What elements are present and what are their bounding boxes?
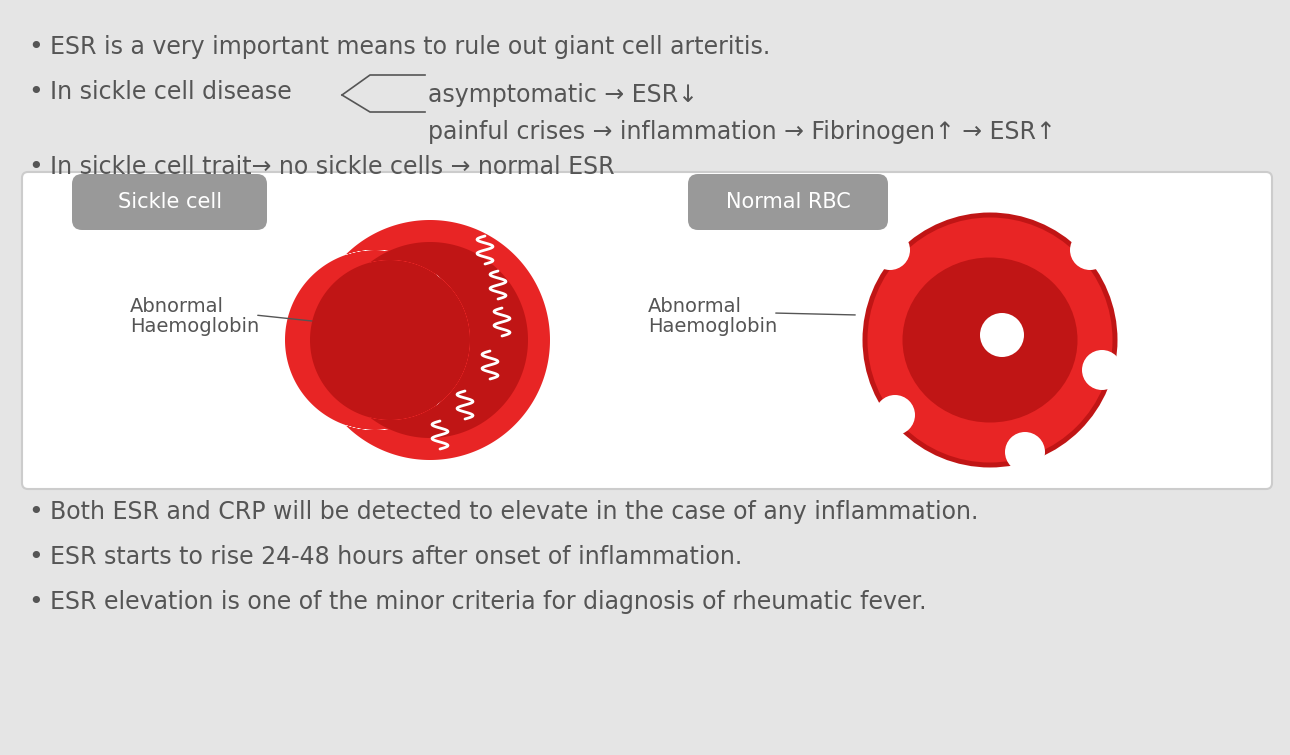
Circle shape bbox=[980, 313, 1024, 357]
Ellipse shape bbox=[863, 212, 1117, 467]
Text: •: • bbox=[28, 500, 43, 524]
Text: Abnormal: Abnormal bbox=[648, 297, 742, 316]
Text: In sickle cell trait→ no sickle cells → normal ESR: In sickle cell trait→ no sickle cells → … bbox=[50, 155, 614, 179]
Text: •: • bbox=[28, 545, 43, 569]
Text: ESR is a very important means to rule out giant cell arteritis.: ESR is a very important means to rule ou… bbox=[50, 35, 770, 59]
Text: Haemoglobin: Haemoglobin bbox=[648, 317, 778, 336]
Circle shape bbox=[1005, 432, 1045, 472]
FancyBboxPatch shape bbox=[72, 174, 267, 230]
Text: Abnormal: Abnormal bbox=[130, 297, 224, 316]
Text: •: • bbox=[28, 80, 43, 104]
Text: asymptomatic → ESR↓: asymptomatic → ESR↓ bbox=[428, 83, 698, 107]
Text: •: • bbox=[28, 590, 43, 614]
Circle shape bbox=[875, 395, 915, 435]
Ellipse shape bbox=[867, 217, 1112, 463]
Polygon shape bbox=[310, 242, 528, 438]
Text: Normal RBC: Normal RBC bbox=[725, 192, 850, 212]
Text: In sickle cell disease: In sickle cell disease bbox=[50, 80, 292, 104]
Text: Haemoglobin: Haemoglobin bbox=[130, 317, 259, 336]
Text: Both ESR and CRP will be detected to elevate in the case of any inflammation.: Both ESR and CRP will be detected to ele… bbox=[50, 500, 978, 524]
Text: ESR starts to rise 24-48 hours after onset of inflammation.: ESR starts to rise 24-48 hours after ons… bbox=[50, 545, 742, 569]
Circle shape bbox=[869, 230, 909, 270]
FancyBboxPatch shape bbox=[22, 172, 1272, 489]
Circle shape bbox=[1069, 230, 1109, 270]
Text: Sickle cell: Sickle cell bbox=[117, 192, 222, 212]
Circle shape bbox=[1082, 350, 1122, 390]
Ellipse shape bbox=[903, 257, 1077, 423]
Text: painful crises → inflammation → Fibrinogen↑ → ESR↑: painful crises → inflammation → Fibrinog… bbox=[428, 120, 1055, 144]
Text: •: • bbox=[28, 35, 43, 59]
FancyBboxPatch shape bbox=[688, 174, 888, 230]
Polygon shape bbox=[285, 220, 550, 460]
Text: ESR elevation is one of the minor criteria for diagnosis of rheumatic fever.: ESR elevation is one of the minor criter… bbox=[50, 590, 926, 614]
Text: •: • bbox=[28, 155, 43, 179]
